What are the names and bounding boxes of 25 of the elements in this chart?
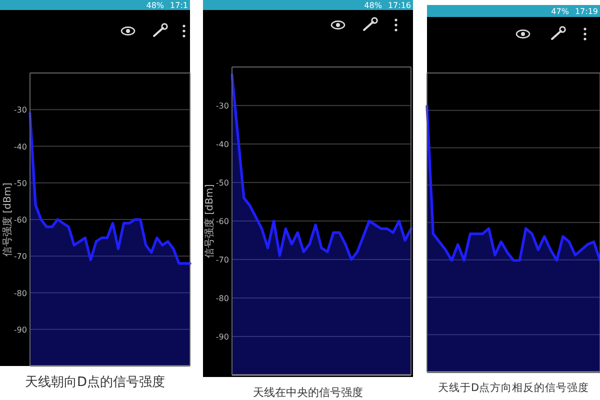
y-axis-title: 信号强度 [dBm] bbox=[204, 184, 216, 258]
y-tick-label: -30 bbox=[216, 102, 229, 110]
y-tick-label: -70 bbox=[14, 252, 27, 262]
y-tick-label: -40 bbox=[216, 140, 229, 149]
y-axis-title: 信号强度 [dBm] bbox=[2, 182, 14, 256]
y-tick-label: -80 bbox=[14, 288, 27, 298]
y-tick-label: -80 bbox=[216, 294, 229, 303]
y-tick-label: -50 bbox=[216, 178, 229, 188]
text: 天线朝向D点的信号强度 bbox=[24, 374, 166, 390]
text: 47% bbox=[551, 7, 570, 16]
text: 天线于D点方向相反的信号强度 bbox=[438, 381, 590, 394]
y-tick-label: -60 bbox=[216, 217, 229, 226]
text: 48% bbox=[364, 1, 382, 10]
text: 天线在中央的信号强度 bbox=[253, 386, 363, 399]
text: 48% bbox=[146, 1, 164, 10]
text: 17:19 bbox=[574, 7, 598, 16]
y-tick-label: -90 bbox=[216, 332, 229, 342]
y-tick-label: -90 bbox=[14, 325, 27, 334]
text: 17:1 bbox=[170, 1, 188, 10]
y-tick-label: -60 bbox=[14, 216, 27, 224]
y-tick-label: -50 bbox=[14, 178, 27, 188]
text: 17:16 bbox=[388, 1, 411, 10]
y-tick-label: -70 bbox=[216, 256, 229, 264]
y-tick-label: -30 bbox=[14, 106, 27, 115]
y-tick-label: -40 bbox=[14, 142, 27, 152]
